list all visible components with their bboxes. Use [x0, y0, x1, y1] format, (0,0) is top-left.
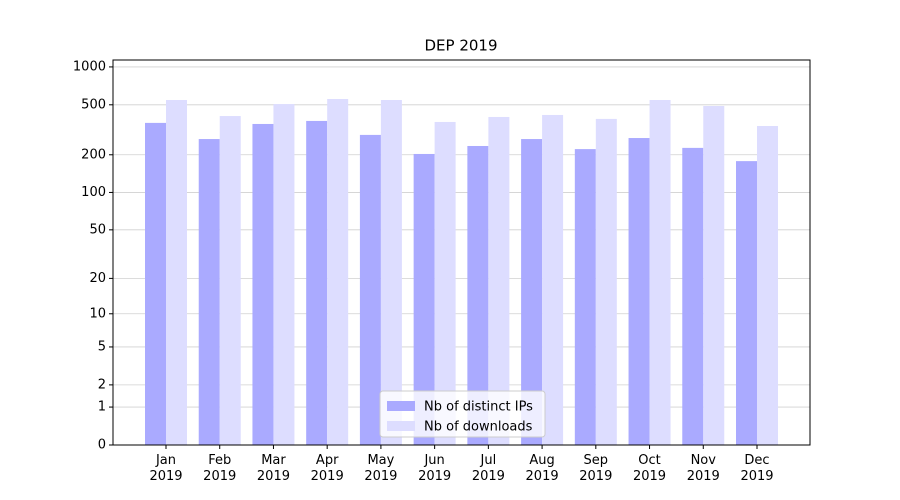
legend-swatch [387, 401, 415, 411]
bar [757, 126, 778, 446]
x-tick-label: Apr 2019 [310, 453, 344, 484]
bar [521, 139, 543, 445]
y-tick-label: 0 [98, 438, 106, 453]
x-tick-label: Jun 2019 [418, 453, 452, 484]
legend-swatch [387, 421, 415, 431]
bar [219, 116, 241, 445]
y-tick-label: 100 [81, 185, 106, 200]
x-tick-label: Jul 2019 [471, 453, 505, 484]
bar [252, 123, 274, 446]
x-tick-label: Oct 2019 [632, 453, 667, 484]
bar [145, 122, 166, 445]
y-tick-label: 20 [89, 271, 106, 286]
bar [273, 104, 295, 446]
bar [434, 121, 456, 445]
y-tick-label: 50 [89, 222, 106, 237]
bar [359, 134, 381, 446]
x-tick-label: Sep 2019 [579, 453, 613, 484]
bar [488, 116, 510, 445]
y-tick-label: 200 [81, 147, 106, 162]
x-tick-label: Aug 2019 [525, 453, 559, 484]
legend-label: Nb of downloads [424, 420, 533, 435]
bar [306, 120, 328, 445]
bar [574, 149, 596, 445]
legend-box [379, 390, 546, 438]
x-tick-label: Feb 2019 [203, 453, 237, 484]
y-tick-label: 1000 [73, 59, 106, 74]
y-tick-label: 5 [98, 339, 106, 354]
bar [380, 99, 402, 445]
bar [703, 106, 725, 446]
bar [467, 145, 489, 446]
x-tick-label: Mar 2019 [256, 453, 290, 484]
y-tick-label: 2 [98, 377, 106, 392]
y-tick-label: 500 [81, 97, 106, 112]
legend-label: Nb of distinct IPs [424, 400, 533, 415]
bar [198, 139, 220, 445]
y-tick-label: 1 [98, 400, 106, 415]
x-tick-label: Nov 2019 [686, 453, 720, 484]
x-tick-label: Jan 2019 [149, 453, 183, 484]
bar [736, 161, 757, 445]
bar [682, 147, 704, 445]
bar [542, 114, 564, 445]
bar [595, 118, 617, 445]
chart-title: DEP 2019 [424, 37, 497, 55]
bar [327, 99, 349, 446]
plot-frame [112, 59, 811, 446]
x-tick-label: May 2019 [364, 453, 398, 484]
bar [649, 99, 671, 445]
bar [166, 99, 187, 445]
x-tick-label: Dec 2019 [740, 453, 774, 484]
bar [413, 153, 435, 445]
y-tick-label: 10 [89, 306, 106, 321]
bar [628, 138, 650, 445]
